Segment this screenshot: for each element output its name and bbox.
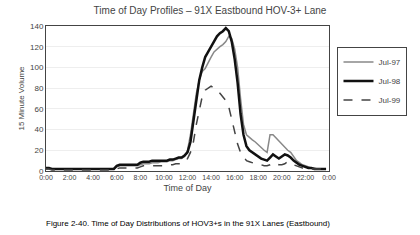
svg-text:Jul-99: Jul-99 bbox=[378, 96, 400, 105]
svg-text:40: 40 bbox=[34, 125, 43, 134]
svg-text:2:00: 2:00 bbox=[63, 174, 77, 181]
svg-text:Jul-98: Jul-98 bbox=[378, 77, 400, 86]
svg-text:4:00: 4:00 bbox=[86, 174, 100, 181]
svg-text:Time of Day Profiles – 91X Eas: Time of Day Profiles – 91X Eastbound HOV… bbox=[94, 5, 327, 16]
svg-text:10:00: 10:00 bbox=[155, 174, 173, 181]
svg-text:20: 20 bbox=[34, 146, 43, 155]
svg-text:60: 60 bbox=[34, 105, 43, 114]
svg-text:140: 140 bbox=[30, 22, 44, 31]
svg-text:15 Minute Volume: 15 Minute Volume bbox=[17, 66, 26, 131]
svg-text:120: 120 bbox=[30, 43, 44, 52]
svg-text:0: 0 bbox=[39, 167, 44, 176]
svg-text:Time of Day: Time of Day bbox=[163, 183, 212, 193]
svg-text:20:00: 20:00 bbox=[273, 174, 291, 181]
svg-text:80: 80 bbox=[34, 84, 43, 93]
svg-text:100: 100 bbox=[30, 63, 44, 72]
svg-text:Figure 2-40. Time of Day Distr: Figure 2-40. Time of Day Distributions o… bbox=[46, 219, 330, 228]
svg-text:22:00: 22:00 bbox=[297, 174, 315, 181]
svg-text:0:00: 0:00 bbox=[39, 174, 53, 181]
svg-text:6:00: 6:00 bbox=[110, 174, 124, 181]
svg-text:14:00: 14:00 bbox=[202, 174, 220, 181]
svg-text:18:00: 18:00 bbox=[249, 174, 267, 181]
svg-text:Jul-97: Jul-97 bbox=[378, 58, 400, 67]
svg-text:16:00: 16:00 bbox=[226, 174, 244, 181]
svg-text:8:00: 8:00 bbox=[134, 174, 148, 181]
svg-text:12:00: 12:00 bbox=[179, 174, 197, 181]
svg-text:0:00: 0:00 bbox=[322, 174, 336, 181]
